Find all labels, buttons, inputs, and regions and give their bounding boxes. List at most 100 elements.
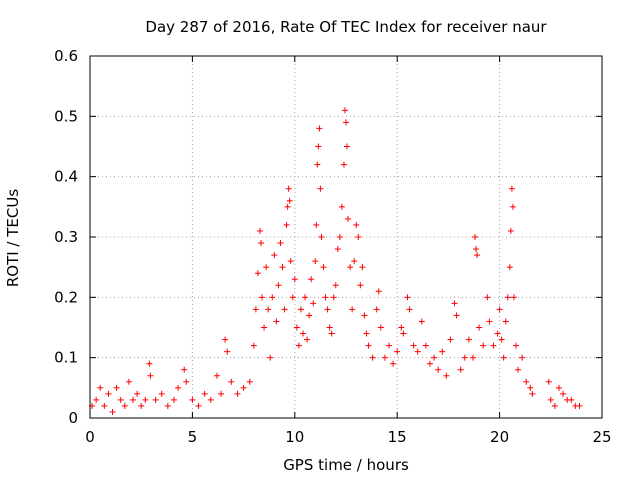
data-point (509, 203, 516, 210)
y-tick-label: 0.3 (54, 228, 78, 246)
data-point (302, 294, 309, 301)
data-point (234, 390, 241, 397)
data-point (361, 312, 368, 319)
data-point (113, 384, 120, 391)
data-point (318, 234, 325, 240)
data-point (256, 227, 263, 234)
y-tick-label: 0.2 (54, 288, 78, 306)
data-point (306, 312, 313, 319)
data-point (289, 294, 296, 301)
data-point (265, 306, 272, 313)
data-point (435, 366, 442, 373)
data-point (228, 378, 235, 385)
data-point (207, 396, 214, 403)
data-point (496, 306, 503, 313)
data-point (484, 294, 491, 301)
data-point (105, 390, 112, 397)
data-point (486, 318, 493, 325)
grid-lines (90, 56, 602, 418)
data-point (271, 252, 278, 259)
data-point (406, 306, 413, 313)
data-point (353, 221, 360, 228)
data-point (351, 258, 358, 265)
data-point (365, 342, 372, 349)
data-point (316, 125, 323, 132)
data-point (322, 294, 329, 301)
data-point (275, 282, 282, 289)
data-point (267, 354, 274, 361)
y-tick-label: 0.1 (54, 349, 78, 367)
data-point (347, 264, 354, 271)
data-point (328, 330, 335, 337)
y-tick-label: 0.4 (54, 168, 78, 186)
data-point (279, 264, 286, 271)
data-point (414, 348, 421, 355)
data-point (453, 312, 460, 319)
data-point (181, 366, 188, 373)
data-point (287, 258, 294, 265)
data-point (451, 300, 458, 307)
data-point (500, 354, 507, 361)
data-point (330, 294, 337, 301)
data-point (299, 330, 306, 337)
data-point (222, 336, 229, 343)
data-point (344, 143, 351, 150)
data-point (343, 119, 349, 126)
data-point (332, 282, 339, 289)
data-point (213, 372, 220, 379)
data-point (349, 306, 356, 313)
y-tick-label: 0 (68, 409, 78, 427)
data-point (457, 366, 464, 373)
data-point (476, 324, 483, 331)
data-point (334, 246, 341, 253)
x-tick-label: 10 (285, 428, 304, 446)
data-point (555, 384, 562, 391)
data-point (506, 264, 513, 271)
data-point (381, 354, 388, 361)
x-tick-label: 20 (490, 428, 509, 446)
data-point (308, 276, 315, 283)
data-point (369, 354, 376, 361)
data-point (357, 282, 364, 289)
data-point (189, 396, 196, 403)
data-point (431, 354, 438, 361)
data-point (310, 300, 317, 307)
data-point (314, 161, 321, 168)
data-point (283, 221, 290, 228)
data-point (504, 294, 511, 301)
data-point (447, 336, 454, 343)
data-point (240, 384, 247, 391)
data-point (146, 360, 153, 367)
data-point (259, 294, 266, 301)
data-point (320, 264, 327, 271)
data-point (523, 378, 530, 385)
data-point (312, 258, 319, 265)
data-point (422, 342, 429, 349)
data-point (286, 197, 293, 204)
data-point (304, 336, 311, 343)
x-tick-label: 0 (85, 428, 95, 446)
data-point (109, 408, 116, 415)
data-point (545, 378, 552, 385)
data-point (508, 185, 515, 192)
data-point (164, 402, 171, 409)
data-point (175, 384, 182, 391)
x-tick-label: 25 (592, 428, 611, 446)
data-point (474, 252, 481, 259)
data-point (375, 288, 382, 295)
data-point (373, 306, 380, 313)
x-axis-label: GPS time / hours (283, 456, 409, 474)
data-point (281, 306, 288, 313)
data-point (101, 402, 108, 409)
data-point (224, 348, 231, 355)
data-point (502, 318, 509, 325)
data-point (507, 227, 514, 234)
data-point (439, 348, 446, 355)
data-point (138, 402, 145, 409)
data-point (345, 215, 352, 222)
data-point (277, 240, 284, 247)
data-point (121, 402, 128, 409)
data-point (313, 221, 320, 228)
data-point (317, 185, 324, 192)
